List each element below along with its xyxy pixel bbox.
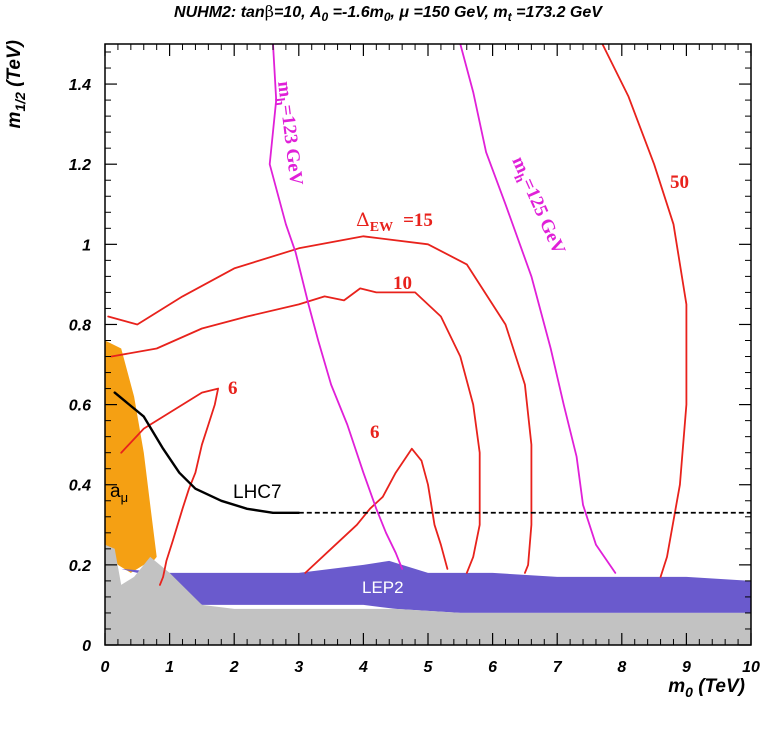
regions-layer <box>105 340 751 645</box>
y-tick-label: 1.2 <box>69 157 91 174</box>
series-line-6 <box>459 44 617 574</box>
region-grey <box>105 544 751 645</box>
region-lep2 <box>121 560 751 613</box>
series-line-0 <box>120 387 220 586</box>
x-tick-label: 8 <box>617 659 626 676</box>
annotation-ew6-right: 6 <box>370 422 380 443</box>
y-tick-label: 0.4 <box>69 478 91 495</box>
annotation-lhc7: LHC7 <box>233 482 282 503</box>
plot-frame <box>104 43 752 646</box>
x-tick-label: 5 <box>424 659 434 676</box>
y-tick-label: 0.8 <box>69 317 91 334</box>
title-prefix: NUHM2: tan <box>174 4 265 21</box>
x-tick-label: 6 <box>488 659 497 676</box>
series-line-2 <box>110 287 481 574</box>
x-tick-label: 2 <box>229 659 239 676</box>
x-axis-label-sub: 0 <box>685 684 693 700</box>
x-tick-label: 4 <box>358 659 368 676</box>
y-tick-label: 1.4 <box>69 77 91 94</box>
plot-border <box>104 43 752 646</box>
x-tick-label: 3 <box>294 659 303 676</box>
annotation-ew10: 10 <box>393 273 412 294</box>
series-line-5 <box>268 44 404 570</box>
annotation-ew15: ΔEW =15 <box>356 209 433 235</box>
annotation-mh123: mh=123 GeV <box>269 80 307 187</box>
title-mt: =173.2 GeV <box>512 4 604 21</box>
x-tick-label: 9 <box>682 659 691 676</box>
series-line-3 <box>107 235 533 574</box>
x-tick-label: 10 <box>742 659 760 676</box>
title-sub0b: 0 <box>384 10 391 24</box>
y-tick-label: 0.6 <box>69 398 91 415</box>
y-tick-label: 1 <box>82 237 91 254</box>
series-line-7 <box>113 391 300 514</box>
annotation-ew50: 50 <box>670 172 689 193</box>
annotation-amu: aμ <box>110 481 128 505</box>
annotation-lep2: LEP2 <box>362 578 404 597</box>
annotation-mh125: mh=125 GeV <box>504 153 570 259</box>
curves-layer <box>107 44 751 586</box>
y-axis-label-unit: (TeV) <box>4 40 25 92</box>
x-tick-label: 7 <box>553 659 563 676</box>
title-beta: β <box>265 2 274 21</box>
series-line-1 <box>304 447 449 574</box>
y-axis-label-sub: 1/2 <box>12 92 28 112</box>
y-tick-label: 0 <box>82 638 91 655</box>
title-a0val: =-1.6m <box>328 4 384 21</box>
x-axis-label-main: m <box>668 676 685 697</box>
chart-title: NUHM2: tanβ=10, A0 =-1.6m0, μ =150 GeV, … <box>174 2 603 24</box>
x-axis-label: m0 (TeV) <box>668 676 745 700</box>
x-tick-label: 1 <box>165 659 174 676</box>
series-line-4 <box>601 44 688 578</box>
x-axis-label-unit: (TeV) <box>693 676 745 697</box>
title-sub0: 0 <box>322 10 329 24</box>
annotation-ew6-left: 6 <box>228 378 238 399</box>
y-axis-label-main: m <box>4 111 25 128</box>
region-a_mu <box>105 340 157 573</box>
title-a0: =10, A <box>274 4 322 21</box>
ticks-layer: 0 1 2 3 4 5 6 7 8 9 10 0 0.2 0.4 0.6 0.8 1 1.2 1.4 <box>69 44 760 676</box>
title-subt: t <box>508 10 513 24</box>
y-axis-label: m1/2 (TeV) <box>4 40 28 128</box>
y-tick-label: 0.2 <box>69 558 91 575</box>
title-mu: , μ =150 GeV, m <box>390 4 508 21</box>
x-tick-label: 0 <box>101 659 110 676</box>
